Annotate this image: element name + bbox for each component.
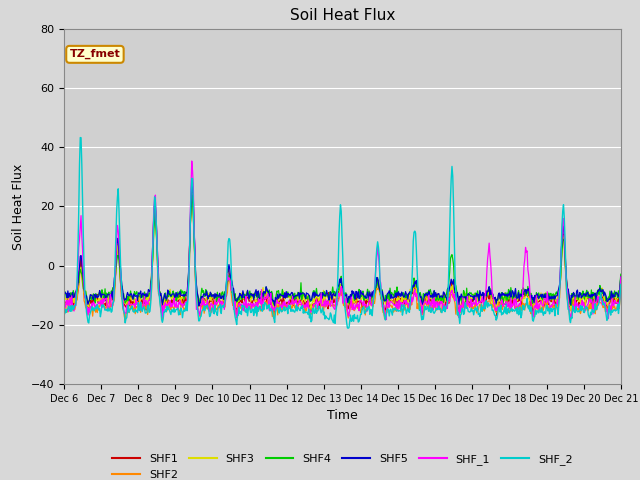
SHF1 [60,298,68,303]
SHF2 [617,281,625,287]
SHF_2 [344,325,352,331]
SHF4 [189,192,196,198]
Line: SHF5: SHF5 [64,181,621,306]
SHF_2 [412,230,419,236]
SHF2 [412,290,419,296]
SHF5 [412,281,419,287]
Line: SHF2: SHF2 [64,195,621,321]
SHF4 [214,298,222,303]
SHF1 [214,298,222,304]
SHF5 [617,274,625,280]
SHF_2 [128,303,136,309]
SHF4 [127,293,135,299]
SHF3 [428,290,435,296]
Legend: SHF1, SHF2, SHF3, SHF4, SHF5, SHF_1, SHF_2: SHF1, SHF2, SHF3, SHF4, SHF5, SHF_1, SHF… [108,450,577,480]
SHF1 [493,313,500,319]
SHF1 [411,283,419,289]
SHF4 [70,294,78,300]
SHF4 [184,286,192,291]
SHF3 [184,284,192,289]
SHF1 [184,285,192,291]
SHF2 [128,306,136,312]
SHF1 [70,300,78,306]
SHF5 [428,294,436,300]
SHF5 [70,294,78,300]
Line: SHF1: SHF1 [64,192,621,316]
SHF4 [412,280,419,286]
SHF4 [617,271,625,277]
SHF_1 [127,301,135,307]
SHF_1 [428,299,436,304]
SHF1 [127,300,135,306]
SHF4 [428,291,436,297]
SHF2 [185,279,193,285]
SHF2 [428,307,436,313]
SHF5 [271,303,278,309]
SHF_2 [214,305,222,311]
SHF5 [60,294,68,300]
SHF2 [122,318,129,324]
SHF3 [214,298,222,304]
SHF_2 [76,135,84,141]
SHF3 [568,308,575,314]
SHF3 [127,297,135,303]
SHF2 [70,302,78,308]
Line: SHF3: SHF3 [64,193,621,311]
SHF_1 [60,305,68,311]
Line: SHF4: SHF4 [64,195,621,306]
SHF4 [60,290,68,296]
SHF3 [70,293,78,299]
X-axis label: Time: Time [327,409,358,422]
SHF_2 [60,306,68,312]
SHF2 [60,306,68,312]
SHF_1 [70,308,78,314]
Title: Soil Heat Flux: Soil Heat Flux [290,9,395,24]
SHF_1 [184,287,192,293]
SHF2 [188,192,196,198]
SHF1 [188,190,196,195]
SHF4 [271,303,278,309]
SHF2 [215,305,223,311]
SHF_2 [70,305,78,311]
SHF_1 [214,298,222,303]
SHF_1 [188,158,196,164]
SHF1 [617,280,625,286]
SHF_2 [185,280,193,286]
SHF_1 [412,294,419,300]
SHF_1 [617,274,625,280]
SHF5 [214,293,222,299]
SHF5 [184,280,192,286]
SHF5 [127,291,135,297]
Bar [64,29,621,206]
SHF5 [188,178,196,184]
Line: SHF_2: SHF_2 [64,138,621,328]
SHF_2 [617,281,625,287]
SHF1 [428,298,435,304]
SHF3 [60,295,68,301]
SHF_1 [382,317,390,323]
Text: TZ_fmet: TZ_fmet [70,49,120,60]
Line: SHF_1: SHF_1 [64,161,621,320]
SHF_2 [428,305,436,311]
Y-axis label: Soil Heat Flux: Soil Heat Flux [12,163,25,250]
SHF3 [188,190,196,196]
SHF3 [617,274,625,280]
SHF3 [411,283,419,288]
